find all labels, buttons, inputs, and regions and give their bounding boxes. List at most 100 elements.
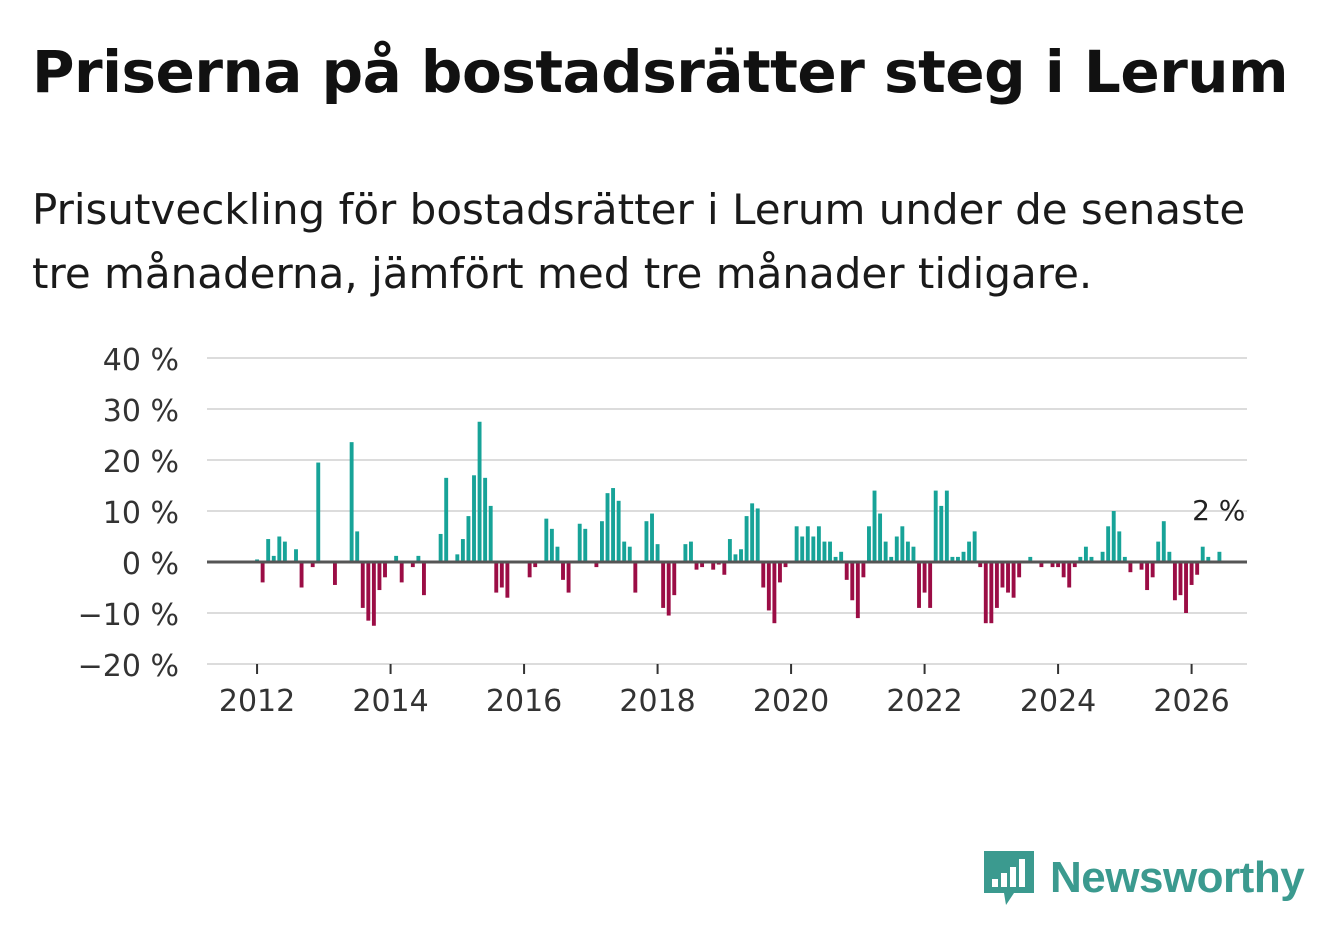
chart-subtitle: Prisutveckling för bostadsrätter i Lerum… [32,185,1246,298]
bar [544,518,549,562]
bar [1106,526,1111,562]
bar [683,544,688,562]
bar [1083,546,1088,562]
bar [655,544,660,562]
y-tick-label: 40 % [103,343,179,378]
bar [867,526,871,562]
newsworthy-chart-bubble-icon [984,851,1034,905]
bar [294,549,298,562]
bar [761,562,766,588]
bar [466,516,471,562]
bar [939,505,944,562]
bar [421,562,426,596]
bar [310,562,315,568]
y-tick-label: 0 % [122,547,179,582]
x-tick-label: 2012 [219,684,295,719]
bar [744,516,749,562]
bar [1122,556,1127,562]
bar [282,541,287,562]
bar [1039,562,1044,568]
bar [878,513,883,562]
bar [1189,562,1194,585]
bar [1050,562,1055,568]
bar [1156,541,1161,562]
bar [549,528,554,562]
bar [872,490,877,562]
x-axis-ticks: 2012 2014 2016 2018 2020 2022 2024 2026 [219,664,1230,719]
bar [622,541,627,562]
y-axis-ticks: −20 % −10 % 0 % 10 % 20 % 30 % 40 % [78,343,179,684]
bar [399,562,404,583]
bar [1172,562,1177,601]
x-tick-label: 2022 [886,684,962,719]
bar [1217,551,1222,562]
bar [900,526,905,562]
x-tick-label: 2024 [1020,684,1096,719]
bar [917,562,921,608]
bar [750,503,755,562]
bar [855,562,860,619]
bar [1195,562,1200,575]
bar [650,513,654,562]
bar [561,562,565,580]
bar [438,533,443,562]
bar [349,442,354,562]
bar [410,562,415,568]
bar [800,536,805,562]
y-tick-label: 10 % [103,496,179,531]
bar [794,526,799,562]
bar [1017,562,1022,578]
bar [1206,556,1211,562]
bar [894,536,899,562]
bar [778,562,782,583]
x-tick-label: 2014 [352,684,428,719]
bar [727,539,732,562]
bar [883,541,888,562]
bar [277,536,282,562]
bar [689,541,693,562]
bar [839,551,844,562]
bar [555,546,560,562]
bar [1072,562,1077,568]
bar [1167,551,1172,562]
bar [739,549,743,562]
bar [978,562,983,568]
bar [605,493,610,562]
bar [316,462,321,562]
bar [455,554,460,562]
bar [1089,556,1094,562]
bar [499,562,504,588]
bar [1067,562,1072,588]
bar [1000,562,1005,588]
bar [911,546,916,562]
bar [722,562,727,575]
bar [816,526,821,562]
bar [672,562,677,596]
bar [644,521,649,562]
bar [1117,531,1122,562]
y-tick-label: 20 % [103,445,179,480]
bar [594,562,599,568]
bar [772,562,777,624]
bar [1028,556,1033,562]
bar [611,488,616,562]
x-tick-label: 2020 [753,684,829,719]
bar [694,562,699,570]
bar [755,508,760,562]
newsworthy-logo: Newsworthy [980,848,1305,908]
gridlines [207,357,1247,665]
last-value-label: 2 % [1192,494,1245,527]
bar [1200,546,1205,562]
bar [1150,562,1155,578]
bar [260,562,265,583]
bar [371,562,376,626]
bar [766,562,771,611]
bar [366,562,371,621]
x-tick-label: 2016 [486,684,562,719]
bar [733,554,738,562]
bar [1145,562,1150,591]
bar [616,500,621,562]
bar [1139,562,1144,570]
bar [700,562,705,568]
bar-chart: −20 %−10 %0 %10 %20 %30 %40 % 2012 2014 20… [78,343,1247,719]
